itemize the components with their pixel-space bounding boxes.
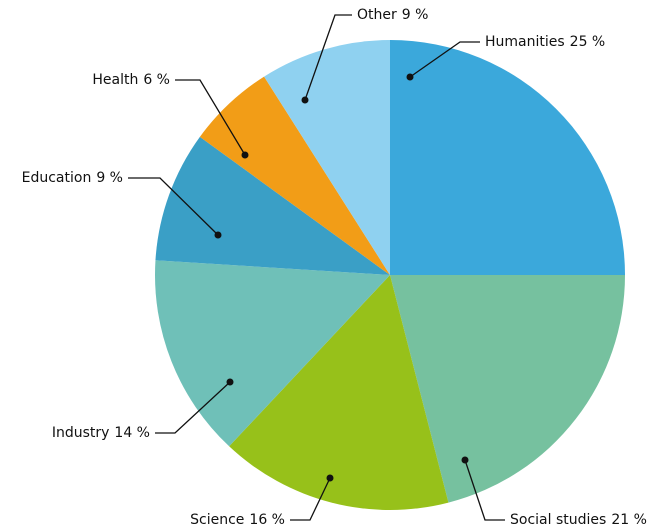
leader-line [290, 477, 331, 521]
pie-slice [229, 275, 449, 510]
slice-name: Education [22, 170, 92, 186]
slice-label: Humanities 25 % [485, 34, 605, 50]
slice-name: Humanities [485, 34, 565, 50]
slice-name: Industry [52, 425, 110, 441]
slice-label: Science 16 % [190, 512, 285, 528]
leader-dot [301, 96, 309, 104]
slice-value: 9 % [402, 7, 429, 23]
leader-line [409, 41, 480, 78]
slice-value: 21 % [611, 512, 647, 528]
slice-value: 6 % [143, 72, 170, 88]
slice-value: 25 % [570, 34, 606, 50]
leader-dot [241, 151, 249, 159]
slice-label: Health 6 % [92, 72, 170, 88]
slice-label: Industry 14 % [52, 425, 150, 441]
leader-line [304, 14, 352, 101]
slice-label: Social studies 21 % [510, 512, 647, 528]
leader-dot [406, 73, 414, 81]
pie-slice [390, 275, 625, 503]
leader-line [128, 177, 219, 236]
leader-dot [214, 231, 222, 239]
leader-dot [461, 456, 469, 464]
slice-value: 14 % [114, 425, 150, 441]
slice-label: Education 9 % [22, 170, 123, 186]
slice-name: Social studies [510, 512, 606, 528]
pie-slice [199, 76, 390, 275]
pie-slice [155, 260, 390, 447]
slice-name: Science [190, 512, 244, 528]
leader-line [175, 79, 246, 156]
slice-label: Other 9 % [357, 7, 428, 23]
pie-slice [264, 40, 390, 275]
leader-line [464, 459, 505, 521]
leader-dot [226, 378, 234, 386]
slice-value: 9 % [96, 170, 123, 186]
pie-slice [390, 40, 625, 275]
slice-name: Other [357, 7, 397, 23]
leader-dot [326, 474, 334, 482]
leader-line [155, 381, 231, 434]
slice-value: 16 % [249, 512, 285, 528]
pie-slice [155, 136, 390, 275]
slice-name: Health [92, 72, 138, 88]
